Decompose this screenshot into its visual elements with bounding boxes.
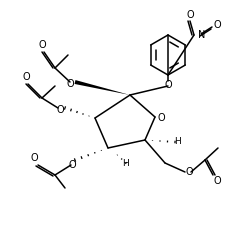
Text: O: O (185, 10, 193, 20)
Text: O: O (38, 40, 46, 50)
Text: O: O (22, 72, 30, 82)
Text: O: O (212, 20, 220, 30)
Text: O: O (164, 80, 171, 90)
Text: O: O (212, 176, 220, 186)
Text: O: O (66, 79, 73, 89)
Text: H: H (174, 138, 181, 146)
Text: O: O (68, 160, 76, 170)
Polygon shape (74, 80, 129, 95)
Text: O: O (30, 153, 38, 163)
Text: N: N (197, 30, 204, 40)
Text: O: O (184, 167, 192, 177)
Text: O: O (157, 113, 164, 123)
Text: H: H (122, 158, 129, 168)
Text: O: O (56, 105, 64, 115)
